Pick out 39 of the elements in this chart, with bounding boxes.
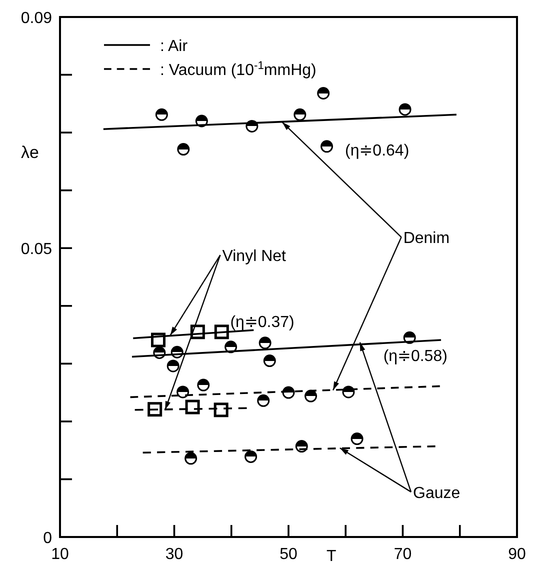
point — [177, 143, 190, 156]
annotation: Denim — [403, 230, 450, 248]
annotation: (η≑0.64) — [345, 142, 410, 160]
point — [282, 386, 295, 399]
point — [342, 386, 355, 398]
y-tick-label: 0.09 — [20, 10, 52, 27]
point — [258, 336, 272, 350]
legend-label: : Air — [160, 38, 188, 55]
point — [398, 103, 412, 116]
y-tick-label: 0 — [43, 530, 52, 547]
point — [304, 390, 318, 402]
legend-label: : Vacuum (10$^{-1}$mmHg) — [160, 60, 316, 79]
point — [350, 432, 364, 446]
point — [197, 378, 210, 392]
x-tick-label: 50 — [280, 546, 298, 563]
point — [294, 108, 306, 121]
annotation: (η≑0.58) — [383, 348, 448, 365]
point — [155, 108, 168, 121]
point — [176, 386, 190, 398]
point — [320, 140, 334, 153]
point — [185, 400, 200, 414]
annotation: (η≑0.37) — [230, 314, 294, 331]
point — [166, 360, 180, 372]
y-tick-label: 0.05 — [20, 241, 52, 258]
y-axis-title: λe — [21, 143, 39, 162]
annotation: Vinyl Net — [222, 248, 287, 266]
x-tick-label: 30 — [165, 546, 184, 563]
point — [257, 394, 270, 407]
x-tick-label: 70 — [394, 546, 412, 563]
point — [244, 450, 258, 463]
x-tick-label: 10 — [51, 546, 69, 563]
x-axis-title: T — [326, 548, 336, 563]
point — [214, 402, 228, 418]
point — [317, 87, 330, 100]
x-tick-label: 90 — [508, 546, 526, 563]
point — [295, 440, 308, 453]
point — [184, 452, 198, 465]
annotation: Gauze — [413, 484, 460, 502]
point — [263, 354, 276, 368]
